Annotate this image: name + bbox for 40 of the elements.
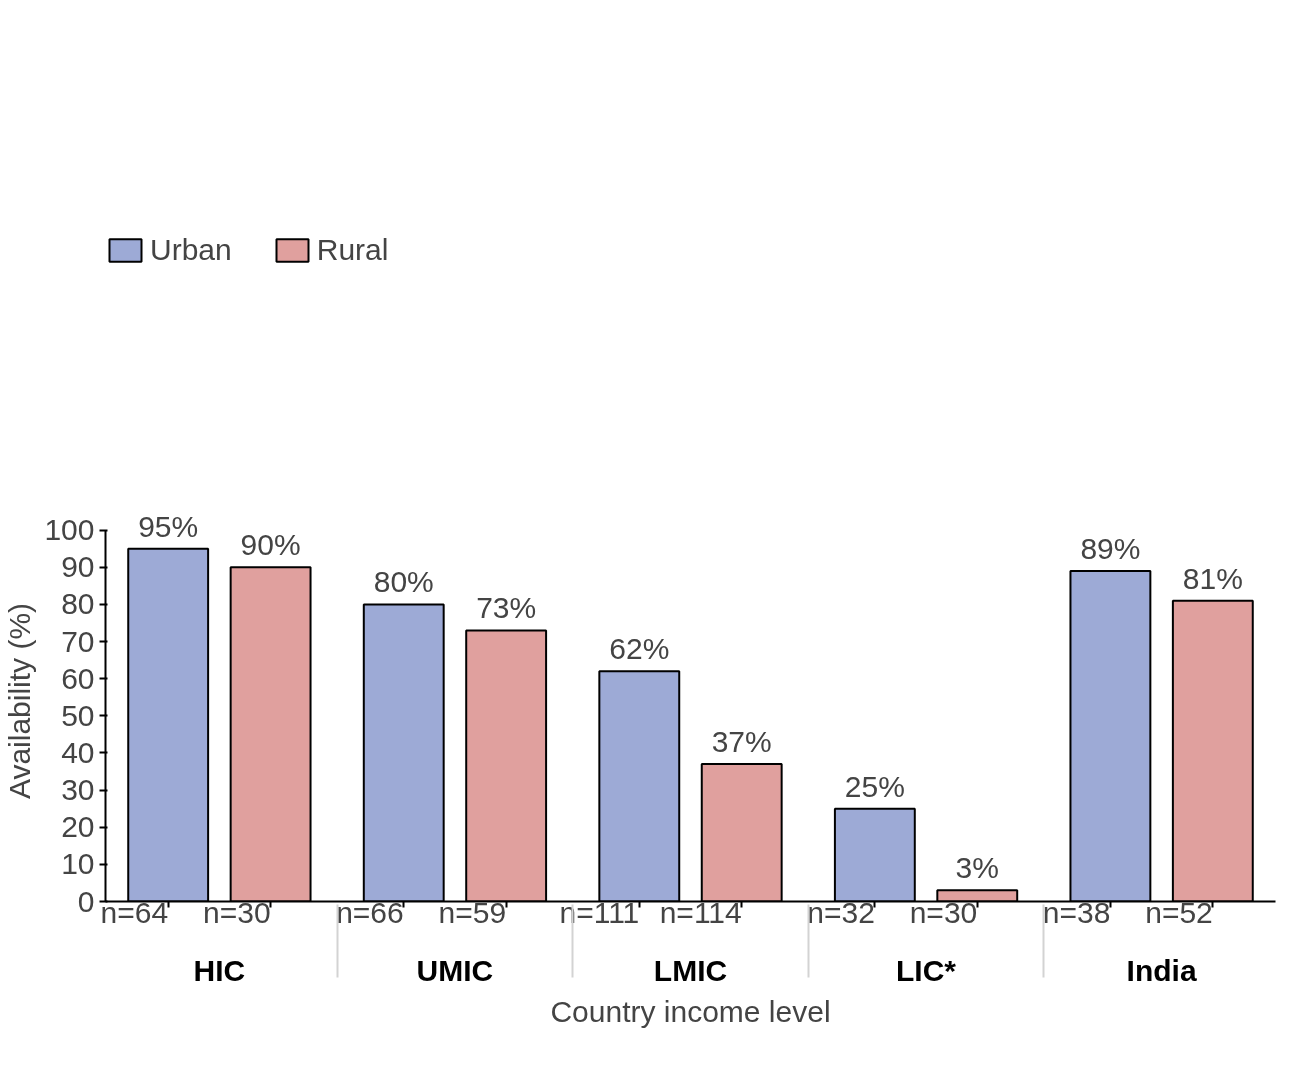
x-tick-label: UMIC — [416, 953, 494, 987]
annotation: n=38 — [1042, 896, 1111, 929]
x-axis-title: Country income level — [550, 994, 831, 1028]
annotation: n=111 — [559, 896, 640, 929]
legend-label: Urban — [150, 233, 232, 267]
y-tick-label: 0 — [77, 884, 95, 918]
y-tick-label: 40 — [61, 735, 95, 769]
x-tick-label: HIC — [193, 953, 246, 987]
annotation: n=66 — [336, 896, 404, 929]
data-label: 95% — [138, 509, 199, 543]
x-tick-label: India — [1126, 953, 1197, 987]
data-label: 25% — [844, 769, 905, 803]
annotation: n=59 — [438, 896, 507, 929]
annotation: n=114 — [659, 896, 742, 929]
y-tick-label: 20 — [61, 810, 95, 844]
data-label: 3% — [955, 851, 999, 885]
y-tick-label: 60 — [61, 661, 95, 695]
y-tick-label: 70 — [61, 624, 95, 658]
y-tick-label: 90 — [61, 550, 95, 584]
annotation: n=64 — [100, 896, 169, 929]
annotation: n=30 — [909, 896, 978, 929]
y-tick-label: 100 — [44, 513, 95, 547]
annotation: n=52 — [1145, 896, 1213, 929]
data-label: 73% — [476, 591, 537, 625]
data-label: 90% — [240, 528, 301, 562]
y-tick-label: 80 — [61, 587, 95, 621]
x-tick-label: LIC* — [896, 953, 957, 987]
legend-label: Rural — [316, 233, 389, 267]
data-label: 81% — [1182, 561, 1243, 595]
y-tick-label: 30 — [61, 773, 95, 807]
data-label: 37% — [711, 725, 772, 759]
y-axis-title: Availability (%) — [3, 602, 37, 800]
y-tick-label: 10 — [61, 847, 95, 881]
data-label: 89% — [1080, 532, 1141, 566]
annotation: n=32 — [807, 896, 875, 929]
annotation: n=30 — [203, 896, 271, 929]
data-label: 62% — [609, 632, 670, 666]
data-label: 80% — [373, 565, 434, 599]
y-tick-label: 50 — [61, 698, 95, 732]
x-tick-label: LMIC — [653, 953, 728, 987]
